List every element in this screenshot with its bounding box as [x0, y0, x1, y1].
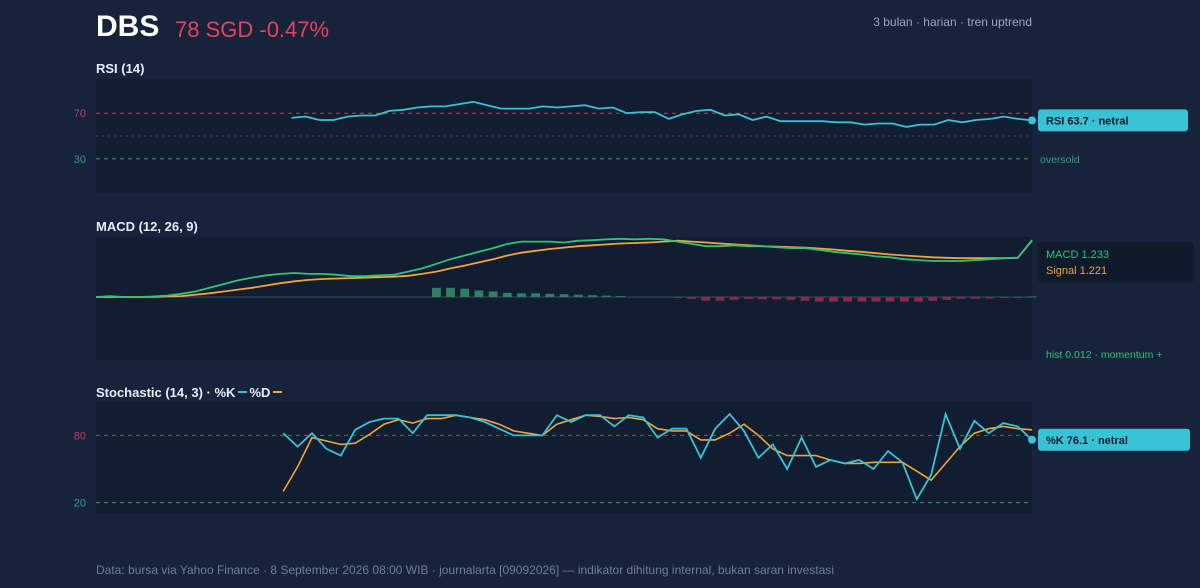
- hist-value-label: hist 0.012 · momentum +: [1046, 349, 1162, 361]
- stoch-k-line: [282, 411, 1033, 502]
- stoch-panel: [96, 402, 1032, 514]
- macd-hist-bar: [545, 293, 555, 297]
- d-swatch: [273, 391, 283, 394]
- macd-hist-bar: [517, 293, 526, 297]
- macd-hist-bar: [531, 293, 540, 297]
- macd-legend-box: [1038, 242, 1194, 282]
- chart-meta: 3 bulan · harian · tren uptrend: [873, 15, 1032, 29]
- macd-value-label: MACD 1.233: [1046, 249, 1109, 261]
- rsi-line: [291, 100, 1033, 128]
- macd-hist-bar: [432, 287, 441, 297]
- price-change: 78 SGD -0.47%: [175, 17, 330, 42]
- macd-line: [95, 237, 1033, 298]
- signal-value-label: Signal 1.221: [1046, 265, 1107, 277]
- rsi-oversold-label: oversold: [1040, 154, 1080, 166]
- macd-hist-bar: [885, 297, 895, 302]
- macd-hist-bar: [460, 288, 470, 297]
- macd-hist-bar: [843, 297, 852, 302]
- stoch-callout-box: [1038, 428, 1190, 451]
- footer-source: Data: bursa via Yahoo Finance · 8 Septem…: [96, 563, 834, 577]
- macd-hist-bar: [744, 297, 753, 299]
- macd-hist-bar: [800, 297, 810, 301]
- stoch-legend-d: %D: [249, 385, 271, 400]
- macd-hist-bar: [573, 294, 583, 297]
- rsi-tick-30: 30: [74, 154, 86, 166]
- macd-hist-bar: [999, 297, 1008, 298]
- macd-hist-bar: [900, 297, 909, 302]
- macd-hist-bar: [474, 290, 484, 297]
- ticker-symbol: DBS: [96, 10, 160, 43]
- rsi-last-point: [1028, 116, 1036, 125]
- macd-hist-bar: [1027, 296, 1037, 298]
- stoch-title-text: Stochastic (14, 3) · %K: [96, 385, 236, 400]
- macd-hist-bar: [772, 297, 782, 300]
- macd-hist-bar: [488, 291, 498, 297]
- macd-hist-bar: [446, 287, 455, 297]
- rsi-tick-70: 70: [74, 108, 86, 120]
- macd-hist-bar: [857, 297, 867, 302]
- macd-hist-bar: [970, 297, 980, 299]
- rsi-callout-box: [1038, 109, 1188, 132]
- macd-hist-bar: [673, 297, 682, 298]
- macd-hist-bar: [687, 297, 696, 299]
- macd-hist-bar: [914, 297, 923, 302]
- stoch-title: Stochastic (14, 3) · %K %D: [96, 385, 284, 400]
- macd-hist-bar: [602, 295, 611, 297]
- macd-hist-bar: [829, 297, 838, 302]
- macd-hist-bar: [502, 292, 512, 297]
- rsi-title: RSI (14): [96, 61, 145, 76]
- k-swatch: [238, 391, 248, 394]
- macd-title: MACD (12, 26, 9): [96, 219, 198, 234]
- stoch-tick-80: 80: [74, 430, 86, 442]
- macd-hist-bar: [1013, 297, 1023, 298]
- stoch-last-point: [1028, 435, 1036, 444]
- macd-hist-bar: [871, 297, 881, 302]
- macd-hist-bar: [786, 297, 796, 300]
- macd-hist-bar: [928, 297, 938, 301]
- rsi-callout-text: RSI 63.7 · netral: [1046, 115, 1129, 127]
- macd-hist-bar: [559, 294, 569, 297]
- macd-hist-bar: [701, 297, 711, 301]
- macd-hist-bar: [616, 296, 626, 298]
- macd-hist-bar: [956, 297, 966, 299]
- stoch-callout-text: %K 76.1 · netral: [1046, 435, 1128, 447]
- macd-hist-bar: [715, 297, 725, 301]
- macd-hist-bar: [814, 297, 824, 302]
- macd-hist-bar: [729, 297, 739, 300]
- macd-hist-bar: [985, 297, 994, 299]
- signal-line: [96, 239, 1033, 298]
- stoch-d-line: [282, 414, 1033, 492]
- stoch-tick-20: 20: [74, 498, 86, 510]
- macd-hist-bar: [942, 297, 952, 300]
- macd-hist-bar: [758, 297, 767, 300]
- macd-hist-bar: [588, 295, 597, 297]
